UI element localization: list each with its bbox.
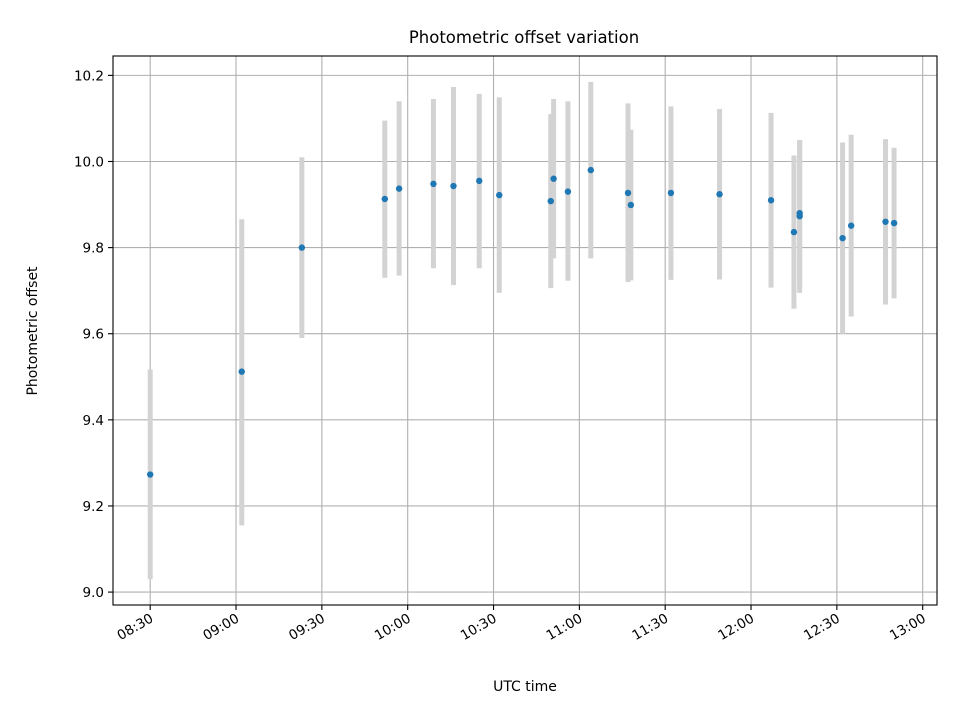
x-axis: 08:30 09:00 09:30 10:00 10:30 11:00 11:30 12:00…: [115, 605, 929, 644]
data-point: [430, 180, 437, 188]
y-tick-label: 9.2: [83, 499, 104, 515]
data-point: [716, 191, 723, 198]
x-tick-label: 12:00: [715, 611, 757, 644]
x-axis-label: UTC time: [493, 679, 557, 695]
x-tick-label: 11:00: [544, 611, 586, 644]
plot-frame: [112, 55, 938, 606]
x-tick-label: 09:00: [200, 611, 242, 644]
data-point: [496, 191, 503, 199]
y-axis: 9.0 9.2 9.4 9.6 9.8 10.0 10.2: [74, 68, 113, 601]
data-point: [890, 219, 898, 227]
x-tick-label: 10:30: [458, 611, 500, 644]
x-tick-label: 13:00: [887, 611, 929, 644]
data-point: [550, 175, 557, 182]
x-tick-label: 08:30: [115, 611, 157, 644]
x-tick-label: 09:30: [286, 611, 328, 644]
y-tick-label: 10.0: [74, 154, 104, 170]
data-point: [587, 166, 595, 174]
data-point: [796, 209, 803, 217]
data-point: [547, 197, 554, 205]
data-points: [146, 166, 898, 478]
data-point: [667, 189, 675, 197]
y-tick-label: 9.0: [83, 585, 104, 601]
x-tick-label: 12:30: [801, 611, 843, 644]
error-bars: [147, 81, 897, 580]
data-point: [298, 244, 306, 251]
y-tick-label: 10.2: [74, 68, 104, 84]
data-point: [790, 228, 798, 236]
y-axis-label: Photometric offset: [25, 266, 41, 396]
data-point: [476, 177, 483, 185]
x-tick-label: 10:00: [372, 611, 414, 644]
data-point: [627, 201, 635, 209]
x-tick-label: 11:30: [630, 611, 672, 644]
chart-title: Photometric offset variation: [409, 28, 639, 47]
y-tick-label: 9.6: [83, 327, 104, 343]
data-point: [767, 197, 775, 204]
data-point: [564, 188, 572, 195]
data-point: [395, 185, 403, 192]
data-point: [238, 368, 245, 375]
data-point: [624, 189, 632, 197]
data-point: [450, 182, 457, 190]
data-point: [839, 234, 846, 242]
y-tick-label: 9.8: [83, 241, 104, 257]
data-point: [882, 218, 889, 225]
data-point: [146, 471, 154, 478]
y-tick-label: 9.4: [83, 413, 104, 429]
data-point: [381, 195, 389, 203]
grid: [113, 56, 937, 605]
data-point: [847, 222, 855, 229]
